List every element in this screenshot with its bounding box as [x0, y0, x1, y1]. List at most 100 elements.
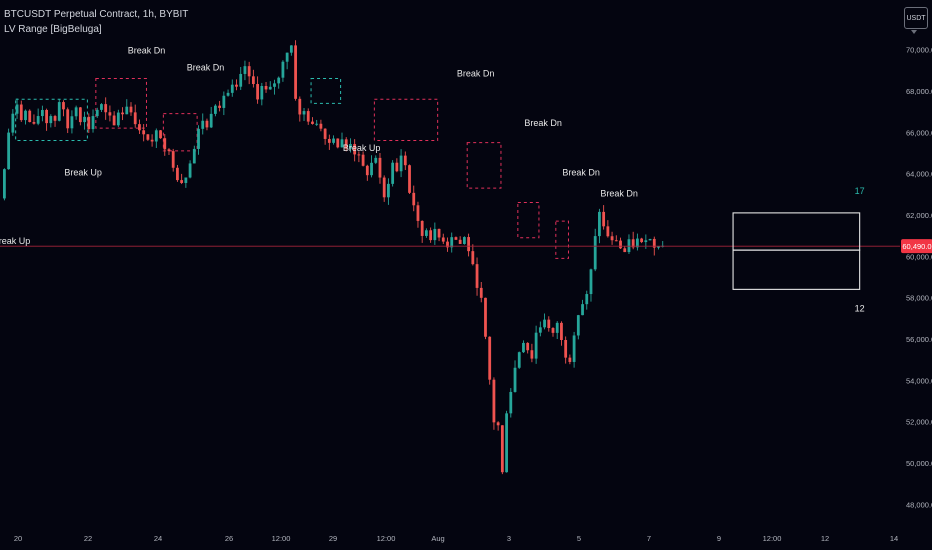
candle-body — [243, 66, 247, 74]
candle-body — [268, 86, 272, 90]
candle-body — [19, 104, 23, 121]
candle-body — [146, 134, 150, 140]
x-tick-label: 22 — [84, 534, 92, 543]
price-tag-label: 60,490.0 — [902, 242, 931, 251]
candle-body — [652, 238, 656, 248]
candle-body — [344, 139, 348, 149]
candle-body — [467, 237, 470, 252]
candle-body — [378, 157, 382, 178]
candle-body — [74, 107, 78, 117]
candle-body — [235, 84, 238, 87]
candle-body — [454, 237, 458, 240]
candle-body — [239, 73, 243, 87]
symbol-title: BTCUSDT Perpetual Contract, 1h, BYBIT — [4, 9, 189, 20]
break-dn-box — [95, 78, 147, 129]
candle-body — [441, 237, 445, 242]
candles — [3, 40, 665, 475]
candle-body — [564, 340, 568, 358]
break-label: Break Dn — [457, 68, 495, 78]
candle-body — [509, 391, 513, 414]
candle-body — [496, 422, 500, 426]
structure-boxes — [15, 78, 569, 259]
candle-body — [315, 123, 319, 125]
candle-body — [403, 155, 407, 166]
candle-body — [100, 104, 103, 110]
candle-body — [298, 98, 302, 115]
candle-body — [370, 162, 373, 176]
candle-body — [332, 138, 335, 143]
candle-body — [108, 112, 112, 116]
x-tick-label: 12 — [821, 534, 829, 543]
x-tick-label: 24 — [154, 534, 162, 543]
candle-body — [83, 116, 86, 123]
y-tick-label: 48,000.0 — [906, 500, 932, 509]
candle-body — [581, 304, 584, 316]
break-dn-box — [517, 202, 540, 239]
candle-body — [387, 183, 390, 198]
candle-body — [159, 130, 162, 139]
candle-body — [125, 106, 129, 115]
candle-body — [222, 95, 226, 108]
candle-body — [323, 128, 327, 139]
candle-body — [40, 109, 44, 117]
candle-body — [471, 251, 475, 265]
candle-body — [226, 92, 230, 96]
candle-body — [484, 297, 487, 337]
candle-body — [95, 109, 99, 117]
candle-body — [163, 138, 167, 150]
candle-body — [205, 120, 209, 128]
candle-body — [420, 220, 424, 236]
candle-body — [391, 162, 395, 184]
candle-body — [365, 165, 369, 176]
price-tag — [901, 239, 932, 254]
candle-body — [606, 226, 610, 237]
candle-body — [593, 236, 597, 270]
candle-body — [513, 367, 517, 392]
candle-body — [32, 122, 36, 124]
candle-body — [188, 163, 192, 178]
candle-body — [230, 84, 234, 93]
candle-body — [167, 149, 171, 152]
x-tick-label: 14 — [890, 534, 898, 543]
x-tick-label: 12:00 — [272, 534, 291, 543]
candle-body — [57, 102, 61, 121]
candle-body — [154, 130, 158, 142]
candle-body — [395, 162, 399, 172]
candle-body — [289, 45, 293, 53]
y-tick-label: 68,000.0 — [906, 87, 932, 96]
candle-body — [327, 138, 331, 143]
y-tick-label: 62,000.0 — [906, 211, 932, 220]
candle-body — [636, 238, 639, 248]
x-tick-label: Aug — [431, 534, 444, 543]
candle-body — [36, 116, 40, 124]
candle-body — [589, 269, 593, 295]
currency-button[interactable]: USDT — [904, 7, 928, 29]
range-up-count: 17 — [855, 186, 865, 196]
candle-body — [319, 123, 323, 129]
candle-body — [15, 104, 19, 114]
candle-body — [336, 138, 340, 148]
chevron-down-icon[interactable] — [911, 30, 917, 34]
candle-body — [475, 264, 479, 288]
candle-body — [104, 104, 108, 113]
candle-body — [572, 335, 576, 362]
candle-body — [180, 180, 184, 183]
candle-body — [631, 239, 635, 248]
candle-body — [627, 239, 631, 253]
x-tick-label: 12:00 — [763, 534, 782, 543]
break-label: Break Dn — [562, 168, 600, 178]
y-tick-label: 66,000.0 — [906, 128, 932, 137]
candle-body — [260, 85, 264, 100]
candle-body — [429, 230, 433, 241]
candle-body — [530, 350, 534, 359]
candle-body — [349, 144, 352, 149]
y-tick-label: 58,000.0 — [906, 294, 932, 303]
candle-body — [517, 352, 521, 368]
candle-body — [623, 248, 627, 253]
candle-body — [142, 130, 146, 135]
x-tick-label: 5 — [577, 534, 581, 543]
candle-body — [277, 77, 281, 84]
candle-body — [28, 110, 32, 123]
